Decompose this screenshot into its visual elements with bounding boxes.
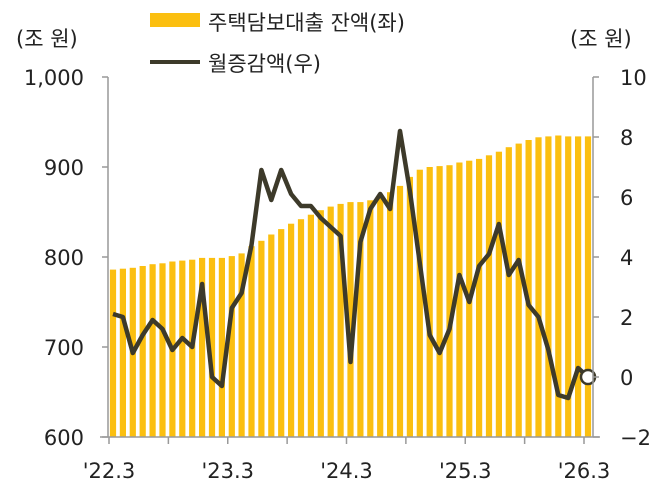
x-tick-label: '22.3 xyxy=(83,459,136,483)
bar xyxy=(258,240,265,437)
bar xyxy=(119,268,126,437)
bar xyxy=(149,264,156,437)
legend-line-label: 월증감액(우) xyxy=(208,52,321,76)
bar xyxy=(297,219,305,437)
bar xyxy=(347,202,354,437)
right-tick-label: 4 xyxy=(620,246,633,270)
bar xyxy=(159,263,166,437)
left-tick-label: 800 xyxy=(44,246,84,270)
bar xyxy=(565,136,572,437)
x-axis-ticks: '22.3 '23.3 '24.3 '25.3 '26.3 xyxy=(83,437,611,483)
bar xyxy=(248,246,255,437)
bar xyxy=(505,147,512,437)
left-tick-label: 700 xyxy=(44,336,84,360)
x-tick-label: '26.3 xyxy=(558,459,611,483)
right-axis-unit: (조 원) xyxy=(570,27,632,51)
bar xyxy=(446,165,453,437)
x-tick-label: '23.3 xyxy=(201,459,254,483)
bar xyxy=(515,143,522,437)
bar xyxy=(367,200,374,437)
bar xyxy=(426,167,433,437)
bar xyxy=(109,269,117,437)
x-tick-label: '24.3 xyxy=(320,459,373,483)
bar-series-mortgage-balance xyxy=(109,135,592,438)
bar xyxy=(416,169,423,437)
right-tick-label: 6 xyxy=(620,186,633,210)
bar xyxy=(228,256,235,437)
legend-bar-label: 주택담보대출 잔액(좌) xyxy=(208,11,405,35)
bar xyxy=(268,234,275,437)
bar xyxy=(476,158,483,437)
bar xyxy=(377,195,384,437)
bar xyxy=(307,214,314,437)
right-tick-label: 2 xyxy=(620,306,633,330)
left-tick-label: 900 xyxy=(44,156,84,180)
right-tick-label: −2 xyxy=(620,426,651,450)
bar xyxy=(406,176,413,437)
left-axis-ticks: 1,000 900 800 700 600 xyxy=(24,66,108,450)
bar xyxy=(327,206,334,437)
left-axis-unit: (조 원) xyxy=(16,27,78,51)
right-tick-label: 10 xyxy=(620,66,647,90)
bar xyxy=(337,203,344,437)
left-tick-label: 600 xyxy=(44,426,84,450)
left-tick-label: 1,000 xyxy=(24,66,84,90)
bar xyxy=(456,162,463,437)
right-tick-label: 8 xyxy=(620,126,633,150)
bar xyxy=(535,137,542,438)
bar xyxy=(387,192,394,437)
bar xyxy=(278,229,285,437)
bar xyxy=(288,223,295,437)
line-series-monthly-change xyxy=(112,128,590,401)
bar xyxy=(575,136,582,437)
bar xyxy=(218,257,225,437)
bar xyxy=(179,260,186,437)
bar xyxy=(436,166,443,437)
bar xyxy=(485,155,493,438)
right-axis-ticks: 10 8 6 4 2 0 −2 xyxy=(593,66,651,450)
bar xyxy=(199,257,206,437)
bar xyxy=(357,202,364,437)
bar xyxy=(495,151,502,437)
bar xyxy=(317,210,324,437)
bar xyxy=(525,140,532,437)
right-tick-label: 0 xyxy=(620,366,633,390)
legend-bar-swatch xyxy=(150,13,200,27)
bar xyxy=(584,136,592,437)
x-tick-label: '25.3 xyxy=(439,459,492,483)
bar xyxy=(555,135,562,437)
bar xyxy=(139,266,146,437)
bar xyxy=(545,136,552,437)
bar xyxy=(396,185,404,437)
bar xyxy=(238,253,245,437)
bar xyxy=(208,257,216,437)
